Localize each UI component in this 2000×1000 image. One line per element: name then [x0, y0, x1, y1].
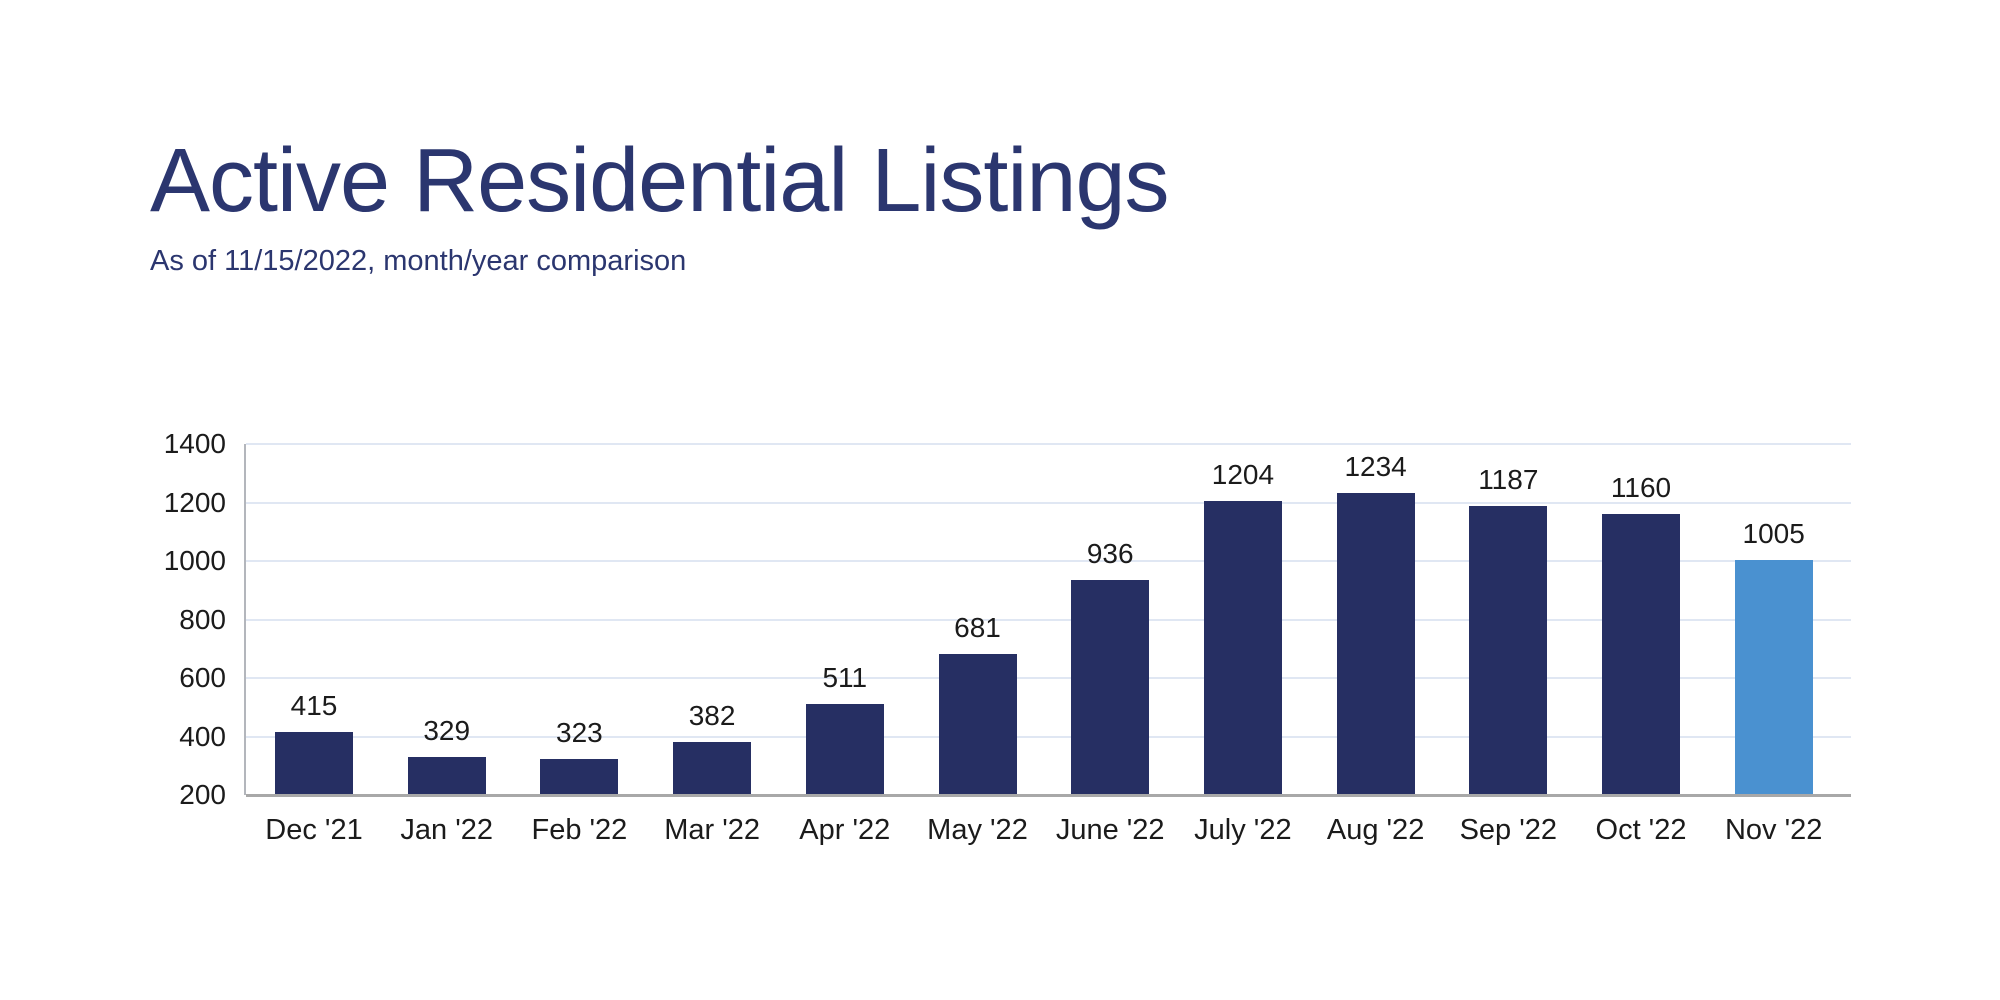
bar: 511 [805, 662, 884, 795]
gridline [246, 560, 1851, 562]
bar-value-label: 1160 [1610, 472, 1672, 504]
plot-area: 415 329 323 382 511 681 936 1204 1234 1187 1160 100… [244, 443, 1851, 797]
y-tick-label: 600 [179, 662, 226, 693]
chart-title: Active Residential Listings [150, 131, 1170, 231]
bar: 323 [540, 717, 619, 795]
bar-value-label: 1204 [1211, 459, 1275, 491]
x-tick-label: July '22 [1194, 814, 1292, 846]
bar-value-label: 1187 [1478, 464, 1539, 496]
chart-subtitle: As of 11/15/2022, month/year comparison [150, 245, 687, 277]
bar-value-label: 382 [688, 699, 736, 731]
bar-value-label: 511 [822, 662, 868, 694]
bar-value-label: 415 [290, 690, 338, 722]
bar: 1187 [1469, 464, 1548, 795]
gridline [246, 618, 1851, 621]
gridline [246, 443, 1851, 445]
bar-value-label: 323 [556, 717, 603, 749]
bar: 1160 [1602, 472, 1680, 795]
y-tick-label: 1200 [163, 486, 226, 518]
x-tick-label: Dec '21 [265, 814, 363, 846]
gridline [246, 735, 1851, 738]
bar: 382 [673, 700, 752, 795]
bar-value-label: 1005 [1742, 517, 1805, 549]
bar: 1204 [1203, 459, 1282, 795]
x-axis: Dec '21 Jan '22 Feb '22 Mar '22 Apr '22 May '… [246, 814, 1851, 854]
y-tick-label: 400 [179, 720, 226, 752]
x-tick-label: Nov '22 [1724, 814, 1823, 846]
x-tick-label: May '22 [927, 814, 1028, 846]
x-tick-label: June '22 [1055, 814, 1165, 846]
bar: 415 [275, 690, 353, 795]
y-tick-label: 1000 [163, 545, 226, 576]
gridline [246, 501, 1851, 504]
bar-value-label: 936 [1086, 537, 1134, 569]
x-axis-baseline [246, 794, 1851, 797]
bar: 1005 [1734, 518, 1813, 795]
x-tick-label: Mar '22 [664, 814, 760, 846]
x-tick-label: Jan '22 [400, 814, 493, 846]
x-tick-label: Feb '22 [531, 814, 628, 846]
bar: 681 [938, 612, 1017, 795]
x-tick-label: Apr '22 [799, 814, 891, 846]
bar: 329 [407, 715, 486, 795]
bar-value-label: 681 [954, 612, 1001, 644]
gridline [246, 677, 1851, 679]
bar: 1234 [1336, 451, 1415, 795]
chart-header: Active Residential Listings As of 11/15/… [150, 131, 1170, 277]
x-tick-label: Aug '22 [1326, 814, 1425, 846]
y-tick-label: 1400 [163, 428, 226, 459]
bar-value-label: 329 [423, 715, 471, 747]
bar: 936 [1071, 538, 1150, 795]
y-tick-label: 800 [179, 603, 226, 635]
x-tick-label: Sep '22 [1459, 814, 1558, 846]
y-axis-line [244, 444, 246, 795]
y-tick-label: 200 [179, 779, 226, 810]
x-tick-label: Oct '22 [1595, 814, 1687, 846]
y-axis: 1400 1200 1000 800 600 400 200 [0, 428, 226, 810]
bar-value-label: 1234 [1344, 450, 1407, 482]
